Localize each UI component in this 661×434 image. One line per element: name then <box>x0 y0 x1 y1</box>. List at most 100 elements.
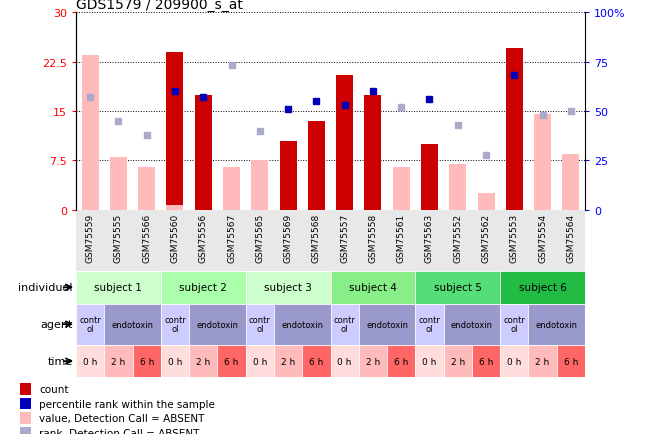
Text: subject 3: subject 3 <box>264 283 312 293</box>
Text: GSM75563: GSM75563 <box>425 214 434 263</box>
Bar <box>280 141 297 210</box>
Bar <box>500 304 528 345</box>
Bar <box>217 345 246 378</box>
Text: 6 h: 6 h <box>479 357 493 366</box>
Text: contr
ol: contr ol <box>164 316 186 333</box>
Bar <box>161 345 189 378</box>
Bar <box>563 155 579 210</box>
Bar <box>110 158 127 210</box>
Text: subject 2: subject 2 <box>179 283 227 293</box>
Bar <box>330 271 415 304</box>
Text: GSM75558: GSM75558 <box>368 214 377 263</box>
Bar <box>195 95 212 210</box>
Bar <box>223 168 240 210</box>
Text: GSM75559: GSM75559 <box>86 214 95 263</box>
Bar <box>161 304 189 345</box>
Bar <box>302 345 330 378</box>
Bar <box>20 427 31 434</box>
Bar <box>330 304 359 345</box>
Text: 0 h: 0 h <box>83 357 97 366</box>
Bar <box>251 161 268 210</box>
Text: value, Detection Call = ABSENT: value, Detection Call = ABSENT <box>39 413 204 423</box>
Text: GSM75569: GSM75569 <box>284 214 293 263</box>
Bar <box>246 345 274 378</box>
Bar <box>449 164 466 210</box>
Bar <box>104 304 161 345</box>
Bar <box>20 383 31 395</box>
Text: GSM75555: GSM75555 <box>114 214 123 263</box>
Bar <box>20 412 31 424</box>
Text: subject 4: subject 4 <box>349 283 397 293</box>
Bar <box>167 205 184 210</box>
Bar <box>76 271 161 304</box>
Bar <box>364 95 381 210</box>
Text: GDS1579 / 209900_s_at: GDS1579 / 209900_s_at <box>76 0 243 12</box>
Text: GSM75562: GSM75562 <box>481 214 490 263</box>
Text: 0 h: 0 h <box>338 357 352 366</box>
Text: agent: agent <box>40 319 73 329</box>
Text: GSM75561: GSM75561 <box>397 214 406 263</box>
Text: GSM75556: GSM75556 <box>199 214 208 263</box>
Bar <box>274 345 302 378</box>
Bar <box>82 56 98 210</box>
Text: subject 6: subject 6 <box>519 283 566 293</box>
Bar <box>189 304 246 345</box>
Text: 2 h: 2 h <box>111 357 126 366</box>
Text: GSM75554: GSM75554 <box>538 214 547 263</box>
Text: endotoxin: endotoxin <box>281 320 323 329</box>
Text: endotoxin: endotoxin <box>196 320 239 329</box>
Bar <box>133 345 161 378</box>
Text: subject 1: subject 1 <box>95 283 142 293</box>
Text: 6 h: 6 h <box>224 357 239 366</box>
Text: 0 h: 0 h <box>168 357 182 366</box>
Bar <box>393 168 410 210</box>
Text: contr
ol: contr ol <box>334 316 356 333</box>
Bar <box>528 304 585 345</box>
Bar <box>506 49 523 210</box>
Bar <box>421 145 438 210</box>
Text: 2 h: 2 h <box>535 357 550 366</box>
Bar <box>82 56 98 210</box>
Bar <box>104 345 133 378</box>
Text: endotoxin: endotoxin <box>112 320 153 329</box>
Text: contr
ol: contr ol <box>418 316 440 333</box>
Bar <box>528 345 557 378</box>
Bar <box>336 76 353 210</box>
Text: 0 h: 0 h <box>253 357 267 366</box>
Bar <box>444 304 500 345</box>
Bar <box>330 345 359 378</box>
Text: contr
ol: contr ol <box>249 316 271 333</box>
Text: GSM75566: GSM75566 <box>142 214 151 263</box>
Bar <box>359 345 387 378</box>
Text: time: time <box>48 356 73 366</box>
Bar <box>472 345 500 378</box>
Bar <box>167 53 184 210</box>
Text: rank, Detection Call = ABSENT: rank, Detection Call = ABSENT <box>39 428 200 434</box>
Bar <box>444 345 472 378</box>
Text: 2 h: 2 h <box>366 357 380 366</box>
Text: individual: individual <box>19 283 73 293</box>
Text: 6 h: 6 h <box>564 357 578 366</box>
Bar <box>76 304 104 345</box>
Text: contr
ol: contr ol <box>79 316 101 333</box>
Text: GSM75567: GSM75567 <box>227 214 236 263</box>
Bar <box>274 304 330 345</box>
Bar <box>415 304 444 345</box>
Text: 6 h: 6 h <box>309 357 323 366</box>
Text: 2 h: 2 h <box>196 357 210 366</box>
Bar <box>161 271 246 304</box>
Bar <box>387 345 415 378</box>
Text: 2 h: 2 h <box>451 357 465 366</box>
Bar <box>20 398 31 409</box>
Bar <box>189 345 217 378</box>
Text: GSM75552: GSM75552 <box>453 214 462 263</box>
Text: contr
ol: contr ol <box>504 316 525 333</box>
Text: endotoxin: endotoxin <box>451 320 493 329</box>
Text: GSM75564: GSM75564 <box>566 214 575 263</box>
Text: 2 h: 2 h <box>281 357 295 366</box>
Bar <box>246 304 274 345</box>
Bar <box>138 168 155 210</box>
Text: subject 5: subject 5 <box>434 283 482 293</box>
Bar <box>415 345 444 378</box>
Bar <box>415 271 500 304</box>
